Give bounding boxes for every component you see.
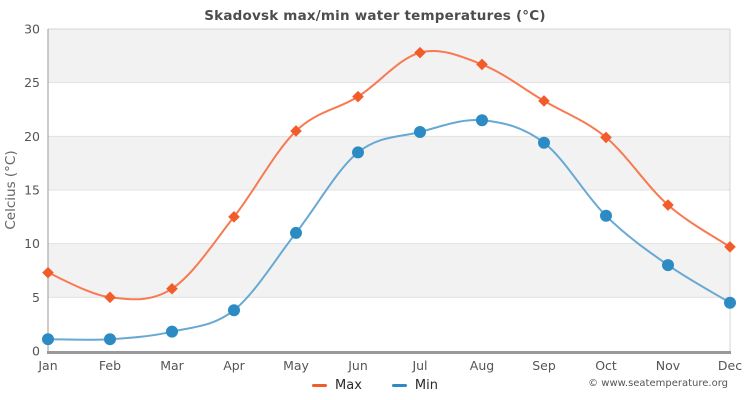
min-point-feb[interactable] [104, 333, 116, 346]
y-tick-label: 0 [32, 344, 40, 359]
max-point-mar[interactable] [166, 282, 178, 295]
y-axis-ticks: 0 5 10 15 20 25 30 [24, 22, 40, 359]
x-tick-label: Sep [532, 358, 556, 373]
x-tick-label: Jun [347, 358, 368, 373]
copyright-text: © www.seatemperature.org [588, 378, 728, 389]
chart-title: Skadovsk max/min water temperatures (°C) [204, 8, 546, 24]
y-tick-label: 30 [24, 22, 40, 37]
y-tick-label: 20 [24, 129, 40, 144]
min-point-oct[interactable] [600, 209, 612, 222]
max-point-may[interactable] [290, 125, 302, 137]
max-series-points [42, 46, 736, 304]
min-point-aug[interactable] [476, 114, 488, 127]
max-point-nov[interactable] [662, 199, 674, 211]
max-point-feb[interactable] [104, 291, 116, 304]
x-tick-label: Dec [718, 358, 742, 373]
min-point-apr[interactable] [228, 304, 240, 317]
max-point-jun[interactable] [352, 90, 364, 103]
x-tick-label: Aug [470, 358, 494, 373]
legend-item-min[interactable]: Min [391, 378, 438, 393]
x-tick-label: Jul [411, 358, 427, 373]
x-tick-label: Apr [223, 358, 245, 373]
max-point-oct[interactable] [600, 131, 612, 144]
x-axis-ticks: Jan Feb Mar Apr May Jun Jul Aug Sep Oct Nov Dec [37, 358, 742, 373]
legend-label-max: Max [335, 378, 362, 393]
max-point-dec[interactable] [724, 241, 736, 253]
x-tick-label: Oct [595, 358, 617, 373]
y-tick-label: 25 [24, 75, 40, 90]
x-tick-label: Mar [160, 358, 184, 373]
max-point-jan[interactable] [42, 266, 54, 279]
y-tick-label: 5 [32, 290, 40, 305]
legend-label-min: Min [414, 378, 438, 393]
plot-band [48, 29, 730, 83]
min-point-nov[interactable] [662, 259, 674, 272]
min-point-may[interactable] [290, 226, 302, 239]
legend: Max Min [0, 378, 750, 393]
y-tick-label: 15 [24, 183, 40, 198]
max-point-jul[interactable] [414, 46, 426, 59]
min-point-jul[interactable] [414, 126, 426, 139]
min-point-mar[interactable] [166, 325, 178, 338]
plot-band [48, 243, 730, 298]
legend-item-max[interactable]: Max [312, 378, 362, 393]
y-axis-title: Celcius (°C) [3, 150, 19, 229]
plot-band [48, 136, 730, 190]
min-point-sep[interactable] [538, 136, 550, 149]
min-point-jun[interactable] [352, 146, 364, 159]
max-series-swatch [312, 384, 328, 387]
plot-bands [48, 29, 730, 298]
max-point-sep[interactable] [538, 95, 550, 107]
y-tick-label: 10 [24, 236, 40, 251]
x-tick-label: Nov [656, 358, 681, 373]
min-series-swatch [391, 384, 407, 387]
x-tick-label: Feb [99, 358, 121, 373]
gridlines [48, 82, 730, 298]
x-tick-label: Jan [37, 358, 57, 373]
min-point-dec[interactable] [724, 296, 736, 309]
x-tick-label: May [283, 358, 309, 373]
min-point-jan[interactable] [42, 333, 54, 346]
max-point-aug[interactable] [476, 58, 488, 71]
min-series-points [42, 114, 736, 346]
max-point-apr[interactable] [228, 211, 240, 223]
